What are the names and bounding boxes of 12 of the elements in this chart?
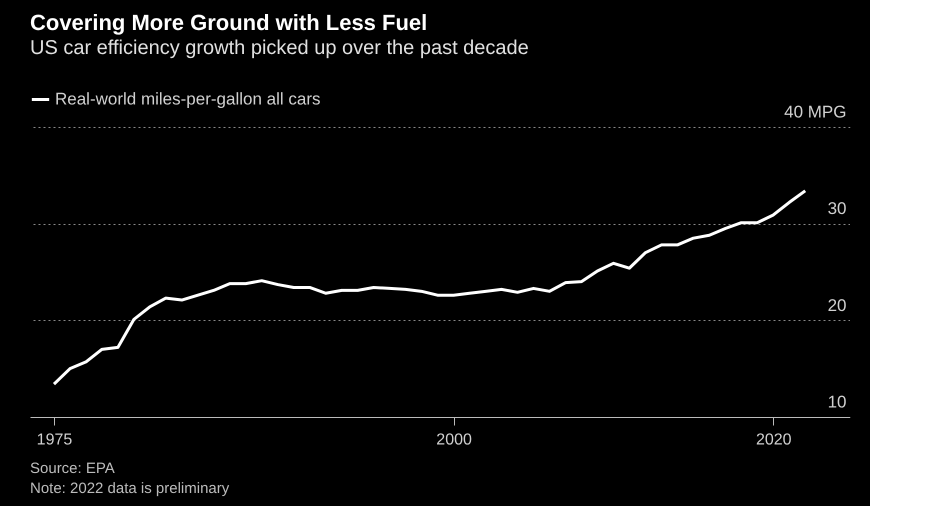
text: Note: 2022 data is preliminary xyxy=(30,480,230,497)
y-tick-label: 10 xyxy=(828,392,846,412)
source-note: Source: EPA xyxy=(30,460,115,477)
y-tick-label: 20 xyxy=(828,296,846,315)
x-tick-label: 2000 xyxy=(436,432,472,448)
x-tick-label: 1975 xyxy=(36,432,72,448)
x-tick-label: 2020 xyxy=(756,432,792,448)
y-tick-label: 30 xyxy=(828,199,846,218)
chart-title: Covering More Ground with Less Fuel xyxy=(30,10,428,35)
y-tick-label: 40 MPG xyxy=(784,102,846,122)
legend-label: Real-world miles-per-gallon all cars xyxy=(55,90,320,108)
chart-subtitle: US car efficiency growth picked up over the past decade xyxy=(30,37,529,59)
